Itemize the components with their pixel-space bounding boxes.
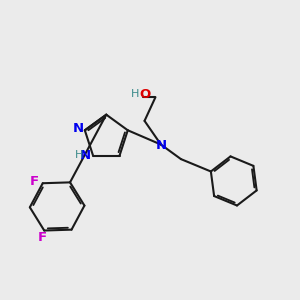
Text: F: F (30, 175, 39, 188)
Text: H: H (131, 89, 140, 99)
Text: O: O (139, 88, 150, 101)
Text: F: F (38, 231, 47, 244)
Text: N: N (156, 139, 167, 152)
Text: H: H (75, 150, 83, 160)
Text: N: N (73, 122, 84, 135)
Text: N: N (80, 149, 91, 162)
